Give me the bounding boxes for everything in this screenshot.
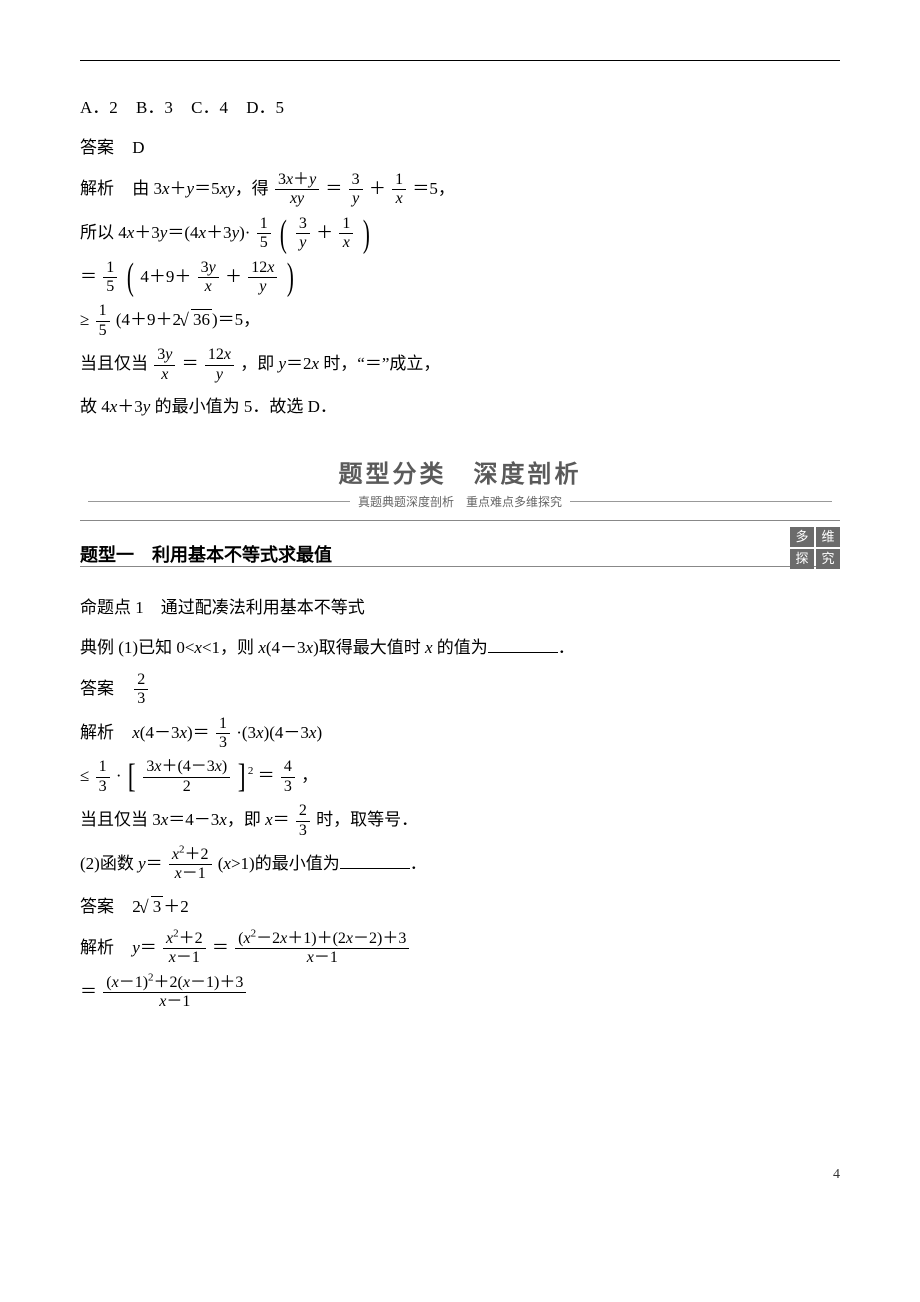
explain2-line-3: 当且仅当 3x＝4－3x，即 x＝ 23 时，取等号． [80,802,840,840]
frac-expand-1: (x2－2x＋1)＋(2x－2)＋3 x－1 [235,930,409,968]
frac-1-3-a: 13 [216,715,230,753]
topic-label: 题型一 利用基本不等式求最值 [80,541,782,567]
explain3-line-1: 解析 y＝ x2＋2 x－1 ＝ (x2－2x＋1)＋(2x－2)＋3 x－1 [80,930,840,968]
frac-1-x: 1x [392,171,406,209]
frac-1-5-c: 15 [96,302,110,340]
topic-header: 题型一 利用基本不等式求最值 多 维 探 究 [80,520,840,567]
frac-1-5-b: 15 [103,259,117,297]
section-title: 题型分类 深度剖析 [80,454,840,489]
explain-line-5: 当且仅当 3yx ＝ 12xy ，即 y＝2x 时，“＝”成立， [80,346,840,384]
answer-value: D [132,138,144,157]
example-2: (2)函数 y＝ x2＋2 x－1 (x>1)的最小值为． [80,846,840,884]
top-rule [80,60,840,61]
choice-a: A．2 [80,98,118,117]
sqrt-3: 3 [141,890,164,924]
answer-line: 答案 D [80,131,840,165]
sqrt-36: 36 [181,303,212,337]
explain-line-6: 故 4x＋3y 的最小值为 5．故选 D． [80,390,840,424]
blank-2 [340,851,410,869]
section-banner: 题型分类 深度剖析 真题典题深度剖析 重点难点多维探究 [80,454,840,510]
choice-d: D．5 [246,98,284,117]
frac-12x-y-b: 12xy [205,346,234,384]
frac-2-3-b: 23 [296,802,310,840]
frac-12x-y: 12xy [248,259,277,297]
explain2-line-1: 解析 x(4－3x)＝ 13 ·(3x)(4－3x) [80,715,840,753]
explain2-line-2: ≤ 13 · [ 3x＋(4－3x) 2 ]2 ＝ 43 ， [80,758,840,796]
frac-1-x-b: 1x [339,215,353,253]
frac-4-3: 43 [281,758,295,796]
frac-3xpy-xy: 3x＋y xy [275,171,319,209]
example-1: 典例 (1)已知 0<x<1，则 x(4－3x)取得最大值时 x 的值为． [80,631,840,665]
explain3-line-2: ＝ (x－1)2＋2(x－1)＋3 x－1 [80,974,840,1012]
page-number: 4 [0,1057,920,1183]
frac-2-3: 23 [134,671,148,709]
answer-label: 答案 [80,138,114,157]
explain-line-4: ≥ 15 (4＋9＋236)＝5， [80,302,840,340]
blank-1 [488,635,558,653]
answer-2: 答案 23＋2 [80,890,840,924]
choice-b: B．3 [136,98,173,117]
command-point-1: 命题点 1 通过配凑法利用基本不等式 [80,591,840,625]
frac-amgm: 3x＋(4－3x) 2 [143,758,230,796]
topic-badge: 多 维 探 究 [790,527,840,569]
frac-3y-x-b: 3yx [154,346,175,384]
frac-3y-x: 3yx [198,259,219,297]
explain-line-1: 解析 由 3x＋y＝5xy，得 3x＋y xy ＝ 3y ＋ 1x ＝5， [80,171,840,209]
explain-line-3: ＝ 15 ( 4＋9＋ 3yx ＋ 12xy ) [80,259,840,297]
explain-line-2: 所以 4x＋3y＝(4x＋3y)· 15 ( 3y ＋ 1x ) [80,215,840,253]
frac-3-y: 3y [349,171,363,209]
explain-label: 解析 [80,179,114,198]
frac-1-5-a: 15 [257,215,271,253]
answer-1: 答案 23 [80,671,840,709]
frac-3-y-b: 3y [296,215,310,253]
frac-func: x2＋2 x－1 [169,846,212,884]
frac-expand-2: (x－1)2＋2(x－1)＋3 x－1 [103,974,246,1012]
frac-1-3-b: 13 [96,758,110,796]
section-subtitle: 真题典题深度剖析 重点难点多维探究 [80,493,840,510]
choice-c: C．4 [191,98,228,117]
choices-line: A．2 B．3 C．4 D．5 [80,91,840,125]
frac-func-b: x2＋2 x－1 [163,930,206,968]
